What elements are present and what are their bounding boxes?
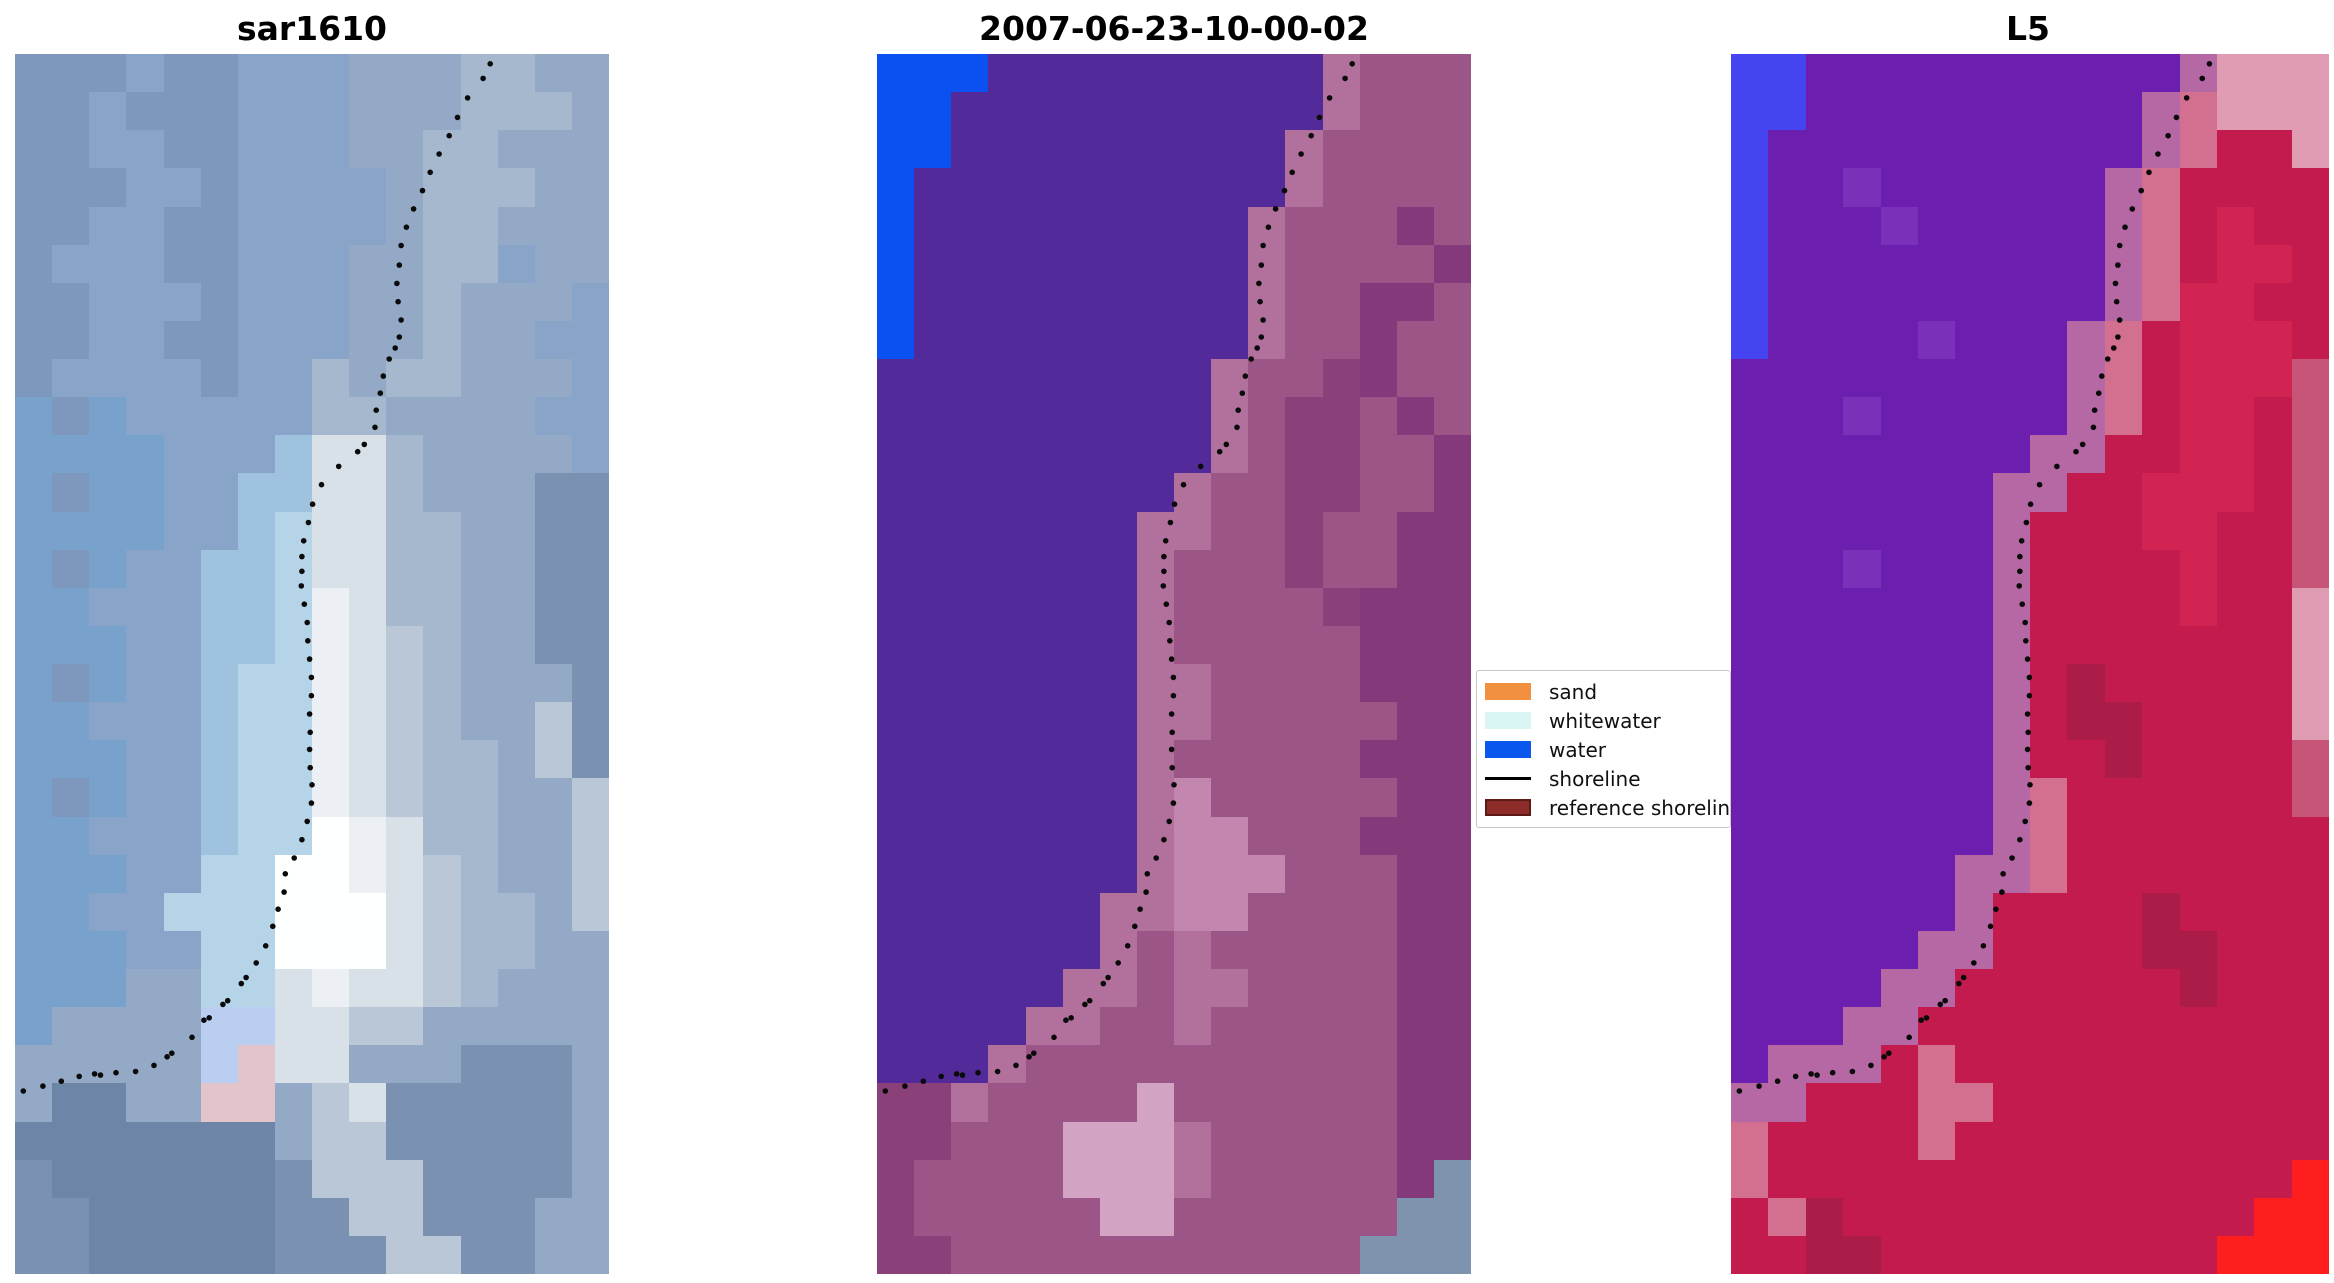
panel-title-l5: L5 xyxy=(2006,9,2050,48)
sand-swatch xyxy=(1485,683,1531,700)
legend-label-reference-shoreline: reference shoreline xyxy=(1549,795,1731,820)
legend-item-sand: sand xyxy=(1485,677,1730,706)
legend-label-sand: sand xyxy=(1549,679,1598,704)
legend-label-shoreline: shoreline xyxy=(1549,766,1641,791)
legend-label-whitewater: whitewater xyxy=(1549,708,1661,733)
panel-sar1610 xyxy=(15,54,609,1274)
legend-label-water: water xyxy=(1549,737,1606,762)
pixel-grid xyxy=(15,54,609,1274)
water-swatch xyxy=(1485,741,1531,758)
panel-title-sar1610: sar1610 xyxy=(236,9,388,48)
legend-item-reference-shoreline: reference shoreline xyxy=(1485,793,1730,822)
legend: sand whitewater water shoreline referenc… xyxy=(1476,670,1731,828)
legend-item-water: water xyxy=(1485,735,1730,764)
panel-title-classified-date: 2007-06-23-10-00-02 xyxy=(979,9,1369,48)
shoreline-line-swatch xyxy=(1485,777,1531,780)
panel-l5 xyxy=(1731,54,2329,1274)
pixel-grid xyxy=(1731,54,2329,1274)
reference-shoreline-swatch xyxy=(1485,799,1531,816)
legend-item-shoreline: shoreline xyxy=(1485,764,1730,793)
panel-classified-date xyxy=(877,54,1471,1274)
legend-item-whitewater: whitewater xyxy=(1485,706,1730,735)
pixel-grid xyxy=(877,54,1471,1274)
whitewater-swatch xyxy=(1485,712,1531,729)
